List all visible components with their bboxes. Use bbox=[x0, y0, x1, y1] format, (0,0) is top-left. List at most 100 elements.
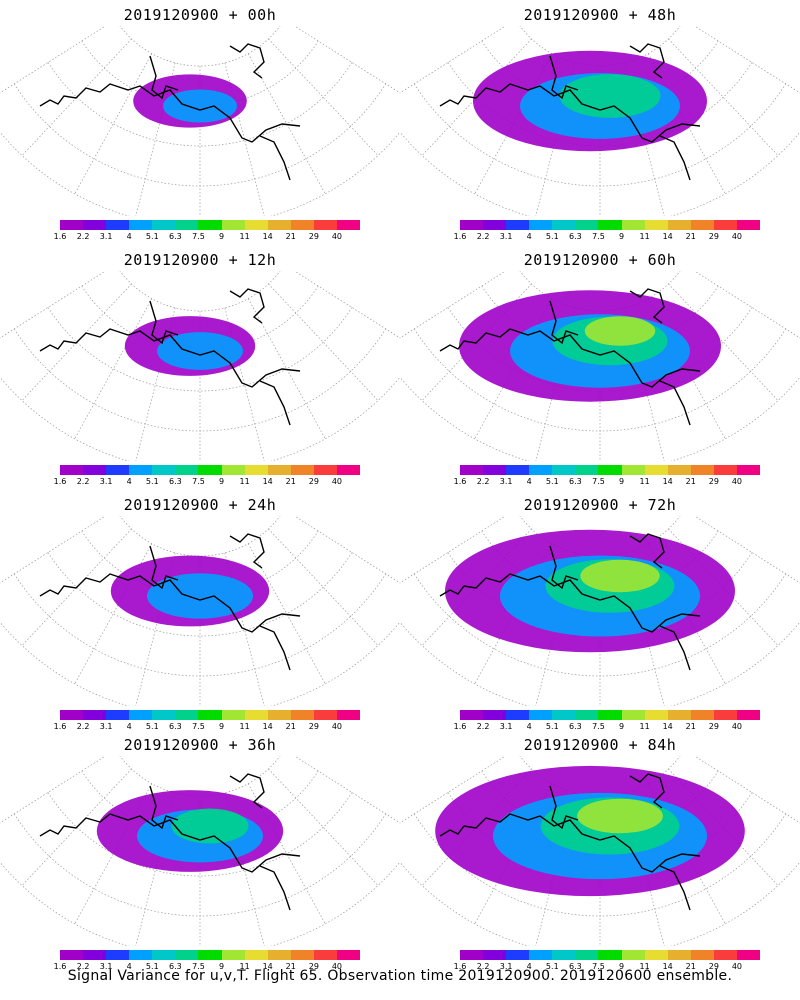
coastline bbox=[439, 773, 701, 911]
polar-map bbox=[0, 756, 400, 946]
colorbar-swatch bbox=[506, 220, 530, 230]
colorbar-swatch bbox=[529, 220, 553, 230]
colorbar-swatch bbox=[313, 465, 338, 475]
colorbar-label: 9 bbox=[618, 477, 625, 486]
colorbar-label: 3.1 bbox=[499, 962, 513, 971]
meridian-line bbox=[400, 516, 507, 584]
meridian-line bbox=[268, 528, 379, 646]
colorbar-label: 4 bbox=[126, 722, 132, 731]
meridian-line bbox=[135, 552, 176, 706]
colorbar-label: 40 bbox=[731, 722, 743, 731]
colorbar-swatch bbox=[129, 465, 153, 475]
colorbar-label: 40 bbox=[731, 477, 743, 486]
colorbar-swatch bbox=[175, 950, 199, 960]
colorbar: 1.6 2.2 3.1 4 5.1 6.3 7.5 9 11 14 21 29 40 bbox=[54, 220, 361, 244]
colorbar-swatch bbox=[221, 220, 246, 230]
colorbar-label: 6.3 bbox=[169, 232, 182, 241]
colorbar: 1.6 2.2 3.1 4 5.1 6.3 7.5 9 11 14 21 29 40 bbox=[54, 465, 361, 489]
variance-region bbox=[157, 332, 243, 370]
meridian-line bbox=[247, 298, 326, 440]
colorbar-label: 11 bbox=[639, 962, 650, 971]
colorbar-label: 4 bbox=[526, 962, 532, 971]
polar-map bbox=[400, 516, 800, 706]
latitude-line bbox=[47, 792, 353, 877]
colorbar-swatch bbox=[460, 220, 484, 230]
coastline bbox=[39, 533, 301, 671]
colorbar-label: 4 bbox=[526, 477, 532, 486]
panel-title: 2019120900 + 84h bbox=[523, 736, 677, 754]
variance-region bbox=[584, 316, 656, 346]
meridian-line bbox=[0, 271, 107, 339]
colorbar-swatch bbox=[313, 710, 338, 720]
colorbar-label: 4 bbox=[126, 962, 132, 971]
colorbar-label: 3.1 bbox=[99, 962, 113, 971]
colorbar-swatch bbox=[552, 465, 576, 475]
colorbar-swatch bbox=[198, 220, 223, 230]
colorbar-label: 6.3 bbox=[169, 477, 182, 486]
panel-title: 2019120900 + 12h bbox=[123, 251, 277, 269]
colorbar-swatch bbox=[483, 950, 507, 960]
map-panel-p24: 2019120900 + 24h 1.6 2.2 3.1 4 5.1 6.3 7.5 9 11 14… bbox=[0, 490, 400, 735]
colorbar-label: 5.1 bbox=[145, 722, 159, 731]
colorbar-label: 6.3 bbox=[569, 962, 582, 971]
colorbar-label: 3.1 bbox=[99, 477, 113, 486]
meridian-line bbox=[624, 552, 665, 706]
colorbar-label: 11 bbox=[639, 477, 650, 486]
colorbar-label: 5.1 bbox=[145, 232, 159, 241]
colorbar-label: 9 bbox=[618, 962, 625, 971]
colorbar-label: 3.1 bbox=[499, 232, 513, 241]
colorbar-swatch bbox=[290, 710, 315, 720]
colorbar-swatch bbox=[575, 465, 599, 475]
polar-map bbox=[0, 271, 400, 461]
colorbar-label: 7.5 bbox=[592, 477, 605, 486]
coastline bbox=[439, 533, 701, 671]
latitude-line bbox=[119, 756, 281, 797]
colorbar-swatch bbox=[106, 220, 130, 230]
meridian-line bbox=[624, 307, 665, 461]
meridian-line bbox=[224, 307, 265, 461]
colorbar-label: 5.1 bbox=[545, 722, 559, 731]
colorbar-swatch bbox=[336, 950, 361, 960]
meridian-line bbox=[693, 756, 800, 824]
meridian-line bbox=[400, 271, 507, 339]
colorbar-label: 6.3 bbox=[169, 722, 182, 731]
colorbar-swatch bbox=[460, 710, 484, 720]
colorbar-label: 9 bbox=[218, 477, 225, 486]
meridian-line bbox=[21, 528, 132, 646]
meridian-line bbox=[21, 768, 132, 886]
latitude-line bbox=[400, 131, 800, 216]
colorbar-swatch bbox=[483, 220, 507, 230]
colorbar-label: 3.1 bbox=[499, 477, 513, 486]
colorbar-swatch bbox=[598, 220, 623, 230]
variance-region bbox=[580, 559, 660, 593]
meridian-line bbox=[247, 543, 326, 685]
meridian-line bbox=[400, 26, 507, 94]
meridian-line bbox=[647, 783, 726, 925]
map-panel-p84: 2019120900 + 84h 1.6 2.2 3.1 4 5.1 6.3 7.5 9 11 14… bbox=[400, 730, 800, 975]
colorbar-swatch bbox=[598, 950, 623, 960]
latitude-line bbox=[0, 376, 400, 461]
colorbar-label: 29 bbox=[308, 232, 319, 241]
colorbar-label: 1.6 bbox=[53, 232, 67, 241]
colorbar-swatch bbox=[713, 465, 738, 475]
colorbar-swatch bbox=[336, 220, 361, 230]
colorbar-swatch bbox=[83, 950, 107, 960]
colorbar-swatch bbox=[621, 710, 646, 720]
colorbar-swatch bbox=[60, 220, 84, 230]
colorbar-swatch bbox=[552, 220, 576, 230]
meridian-line bbox=[74, 543, 153, 685]
colorbar-swatch bbox=[290, 465, 315, 475]
colorbar-swatch bbox=[667, 950, 692, 960]
colorbar-swatch bbox=[713, 710, 738, 720]
coastline bbox=[439, 288, 701, 426]
colorbar-label: 14 bbox=[662, 722, 673, 731]
map-panel-p48: 2019120900 + 48h 1.6 2.2 3.1 4 5.1 6.3 7.5 9 11 14… bbox=[400, 0, 800, 245]
colorbar-swatch bbox=[290, 220, 315, 230]
colorbar-swatch bbox=[267, 220, 292, 230]
colorbar-swatch bbox=[713, 220, 738, 230]
colorbar-label: 4 bbox=[126, 232, 132, 241]
colorbar-swatch bbox=[129, 950, 153, 960]
colorbar-swatch bbox=[575, 220, 599, 230]
colorbar-swatch bbox=[690, 710, 715, 720]
colorbar-label: 5.1 bbox=[145, 477, 159, 486]
